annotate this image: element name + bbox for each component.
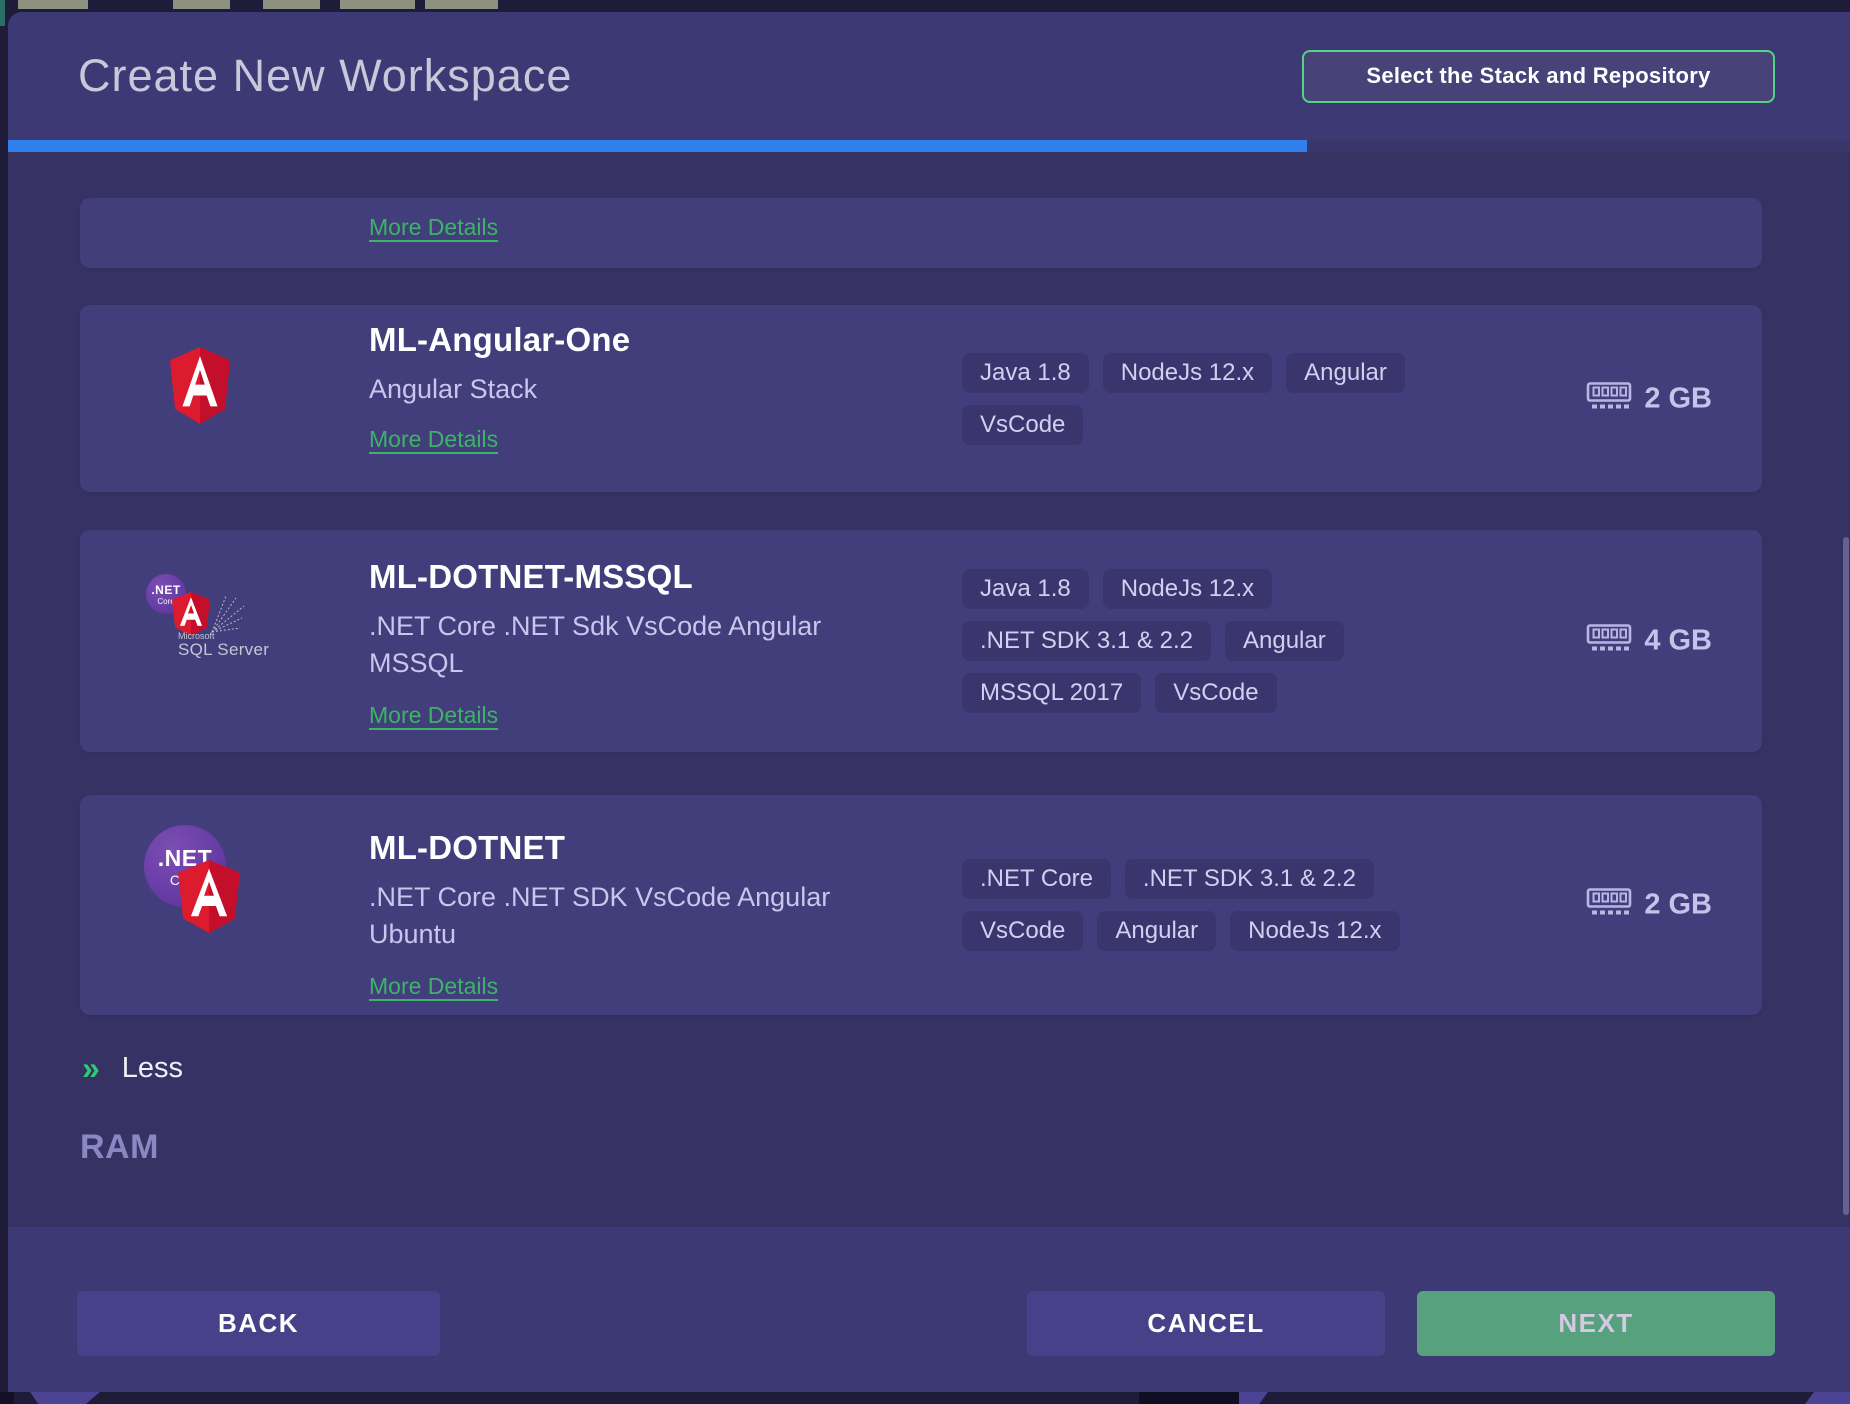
angular-logo <box>172 592 210 641</box>
stack-description: Angular Stack <box>369 374 538 404</box>
wizard-progress-fill <box>8 140 1307 152</box>
tag: Angular <box>1225 621 1344 661</box>
background-artifact <box>1805 1392 1850 1404</box>
ram-indicator: 2 GB <box>1586 381 1712 416</box>
ram-value: 2 GB <box>1644 888 1712 921</box>
tag: VsCode <box>962 404 1084 445</box>
tag: Angular <box>1286 352 1405 393</box>
background-artifact <box>1139 1392 1239 1404</box>
stack-description: .NET Core .NET SDK VsCode Angular Ubuntu <box>369 882 831 949</box>
stack-tags: Java 1.8 NodeJs 12.x Angular VsCode <box>962 352 1432 445</box>
ram-indicator: 2 GB <box>1586 888 1712 923</box>
dotnet-mssql-logo: .NET Core <box>136 566 326 666</box>
wizard-progress-track <box>8 140 1850 152</box>
dialog-footer: BACK CANCEL NEXT <box>8 1227 1850 1392</box>
tag: NodeJs 12.x <box>1102 569 1273 609</box>
dotnet-logo-text: .NET <box>151 582 181 597</box>
sql-server-burst-icon <box>206 594 246 641</box>
less-toggle[interactable]: » Less <box>82 1050 183 1087</box>
background-artifact <box>173 0 230 9</box>
stack-card-ml-dotnet[interactable]: .NET Core ML-DOTNET .NET Core .NET SDK V… <box>80 795 1762 1015</box>
stack-card-partial[interactable]: More Details <box>80 198 1762 268</box>
tag: .NET SDK 3.1 & 2.2 <box>1124 859 1374 899</box>
tag: Angular <box>1097 911 1217 951</box>
stack-name: ML-DOTNET-MSSQL <box>369 558 693 595</box>
tag: Java 1.8 <box>962 569 1089 609</box>
create-workspace-dialog: Create New Workspace Select the Stack an… <box>8 12 1850 1392</box>
stack-name: ML-Angular-One <box>369 321 631 358</box>
tag: MSSQL 2017 <box>962 673 1142 713</box>
tag: NodeJs 12.x <box>1230 911 1400 951</box>
background-artifact <box>425 0 498 9</box>
stack-list: More Details ML-Angular-One Angular Stac… <box>8 152 1850 1227</box>
tag: .NET SDK 3.1 & 2.2 <box>962 621 1211 661</box>
background-artifact <box>0 1392 14 1404</box>
background-bottom-strip <box>0 1392 1850 1404</box>
ram-value: 2 GB <box>1644 382 1712 414</box>
cancel-button[interactable]: CANCEL <box>1027 1291 1385 1356</box>
background-artifact <box>1239 1392 1268 1404</box>
less-label: Less <box>121 1052 184 1084</box>
more-details-link[interactable]: More Details <box>369 702 499 728</box>
sql-server-text: SQL Server <box>178 640 270 660</box>
more-details-link[interactable]: More Details <box>369 973 499 999</box>
background-artifact <box>263 0 320 9</box>
ram-icon <box>1586 888 1632 923</box>
tag: VsCode <box>962 911 1084 951</box>
next-button[interactable]: NEXT <box>1417 1291 1775 1356</box>
tag: Java 1.8 <box>962 352 1089 393</box>
ram-indicator: 4 GB <box>1586 624 1712 659</box>
dotnet-logo: .NET Core <box>144 825 314 940</box>
ram-icon <box>1586 624 1632 659</box>
step-indicator-badge: Select the Stack and Repository <box>1302 49 1775 103</box>
double-chevron-icon: » <box>82 1050 100 1086</box>
back-button[interactable]: BACK <box>77 1291 440 1356</box>
stack-tags: Java 1.8 NodeJs 12.x .NET SDK 3.1 & 2.2 … <box>962 569 1432 713</box>
page-title: Create New Workspace <box>78 50 573 101</box>
background-artifact <box>30 1392 100 1404</box>
microsoft-text: Microsoft <box>178 631 215 641</box>
stack-card-ml-angular-one[interactable]: ML-Angular-One Angular Stack More Detail… <box>80 305 1762 492</box>
stack-name: ML-DOTNET <box>369 829 566 866</box>
ram-icon <box>1586 381 1632 416</box>
ram-section-label: RAM <box>80 1128 159 1166</box>
background-artifact <box>0 0 5 26</box>
stack-description: .NET Core .NET Sdk VsCode Angular MSSQL <box>369 611 822 678</box>
scrollbar-thumb[interactable] <box>1843 537 1849 1215</box>
background-artifact <box>18 0 88 9</box>
more-details-link[interactable]: More Details <box>369 214 499 240</box>
stack-tags: .NET Core .NET SDK 3.1 & 2.2 VsCode Angu… <box>962 859 1432 951</box>
ram-value: 4 GB <box>1644 624 1712 657</box>
more-details-link[interactable]: More Details <box>369 426 499 452</box>
background-artifact <box>340 0 415 9</box>
stack-card-ml-dotnet-mssql[interactable]: .NET Core <box>80 530 1762 752</box>
dotnet-core-logo: .NET Core <box>146 574 186 614</box>
angular-logo <box>178 860 240 938</box>
tag: VsCode <box>1155 673 1277 713</box>
tag: NodeJs 12.x <box>1102 352 1273 393</box>
dialog-header: Create New Workspace Select the Stack an… <box>8 12 1850 140</box>
sql-server-logo: Microsoft SQL Server <box>178 631 270 660</box>
dotnet-core-text: Core <box>157 596 175 606</box>
angular-logo <box>170 347 230 424</box>
tag: .NET Core <box>962 859 1111 899</box>
background-top-strip <box>0 0 1850 26</box>
